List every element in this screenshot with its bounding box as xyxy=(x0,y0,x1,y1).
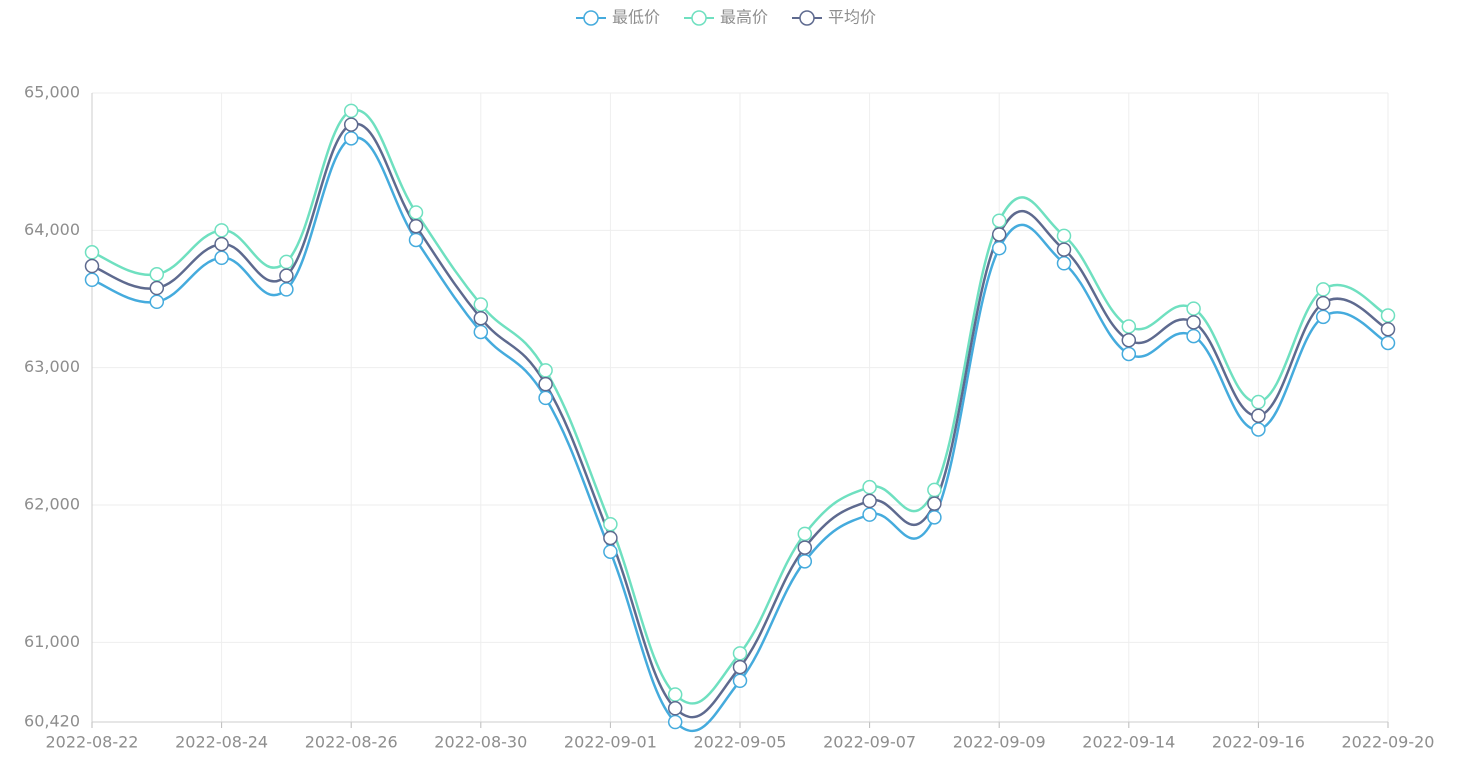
legend-icon xyxy=(691,10,707,26)
point xyxy=(1315,295,1331,311)
point xyxy=(1186,328,1201,344)
legend-label: 最高价 xyxy=(720,8,768,27)
point xyxy=(1315,309,1331,325)
y-tick-label: 63,000 xyxy=(24,357,80,376)
point xyxy=(991,240,1007,256)
x-tick-label: 2022-08-30 xyxy=(434,733,527,752)
point xyxy=(927,496,942,511)
point xyxy=(473,297,489,312)
series-line xyxy=(91,122,1389,719)
x-tick-label: 2022-09-07 xyxy=(823,733,916,752)
point xyxy=(408,205,424,220)
point xyxy=(991,213,1007,228)
legend-label: 最低价 xyxy=(612,8,660,27)
point xyxy=(797,526,813,542)
point xyxy=(279,254,294,270)
point xyxy=(1186,301,1201,316)
y-tick-label: 64,000 xyxy=(24,220,80,239)
point xyxy=(1056,228,1072,244)
x-tick-label: 2022-09-20 xyxy=(1342,733,1435,752)
point xyxy=(862,507,877,522)
x-tick-label: 2022-08-26 xyxy=(305,733,398,752)
y-tick-label: 65,000 xyxy=(24,83,80,102)
point xyxy=(149,280,165,296)
point xyxy=(797,540,813,555)
point xyxy=(343,131,359,146)
point xyxy=(667,687,683,702)
legend-label: 平均价 xyxy=(828,8,876,27)
point xyxy=(1380,335,1396,351)
point xyxy=(927,510,942,525)
point xyxy=(84,258,100,274)
x-tick-label: 2022-09-05 xyxy=(694,733,787,752)
point xyxy=(862,493,877,509)
point xyxy=(1056,242,1072,257)
point xyxy=(732,673,748,689)
point xyxy=(408,218,424,234)
point xyxy=(1251,422,1266,437)
point xyxy=(1056,256,1072,271)
point xyxy=(797,554,813,569)
point xyxy=(862,479,877,495)
series-line xyxy=(91,136,1389,733)
legend-icon xyxy=(799,10,815,26)
point xyxy=(538,376,553,392)
point xyxy=(1121,346,1137,362)
point xyxy=(603,516,618,532)
point xyxy=(408,232,424,248)
point xyxy=(473,310,489,326)
point xyxy=(1251,394,1266,410)
x-tick-label: 2022-08-22 xyxy=(46,733,139,752)
point xyxy=(1251,408,1266,423)
point xyxy=(603,530,618,546)
point xyxy=(343,103,359,119)
x-tick-label: 2022-08-24 xyxy=(175,733,268,752)
y-tick-label: 61,000 xyxy=(24,632,80,651)
point xyxy=(732,659,748,675)
point xyxy=(279,268,294,283)
point xyxy=(149,294,165,310)
x-tick-label: 2022-09-16 xyxy=(1212,733,1305,752)
point xyxy=(214,236,229,252)
x-tick-label: 2022-09-14 xyxy=(1082,733,1175,752)
y-tick-label: 60,420 xyxy=(24,712,80,731)
point xyxy=(603,544,618,559)
point xyxy=(667,701,683,716)
y-tick-label: 62,000 xyxy=(24,495,80,514)
point xyxy=(1121,319,1137,334)
point xyxy=(279,282,294,297)
point xyxy=(473,324,489,340)
point xyxy=(1380,321,1396,337)
x-tick-label: 2022-09-09 xyxy=(953,733,1046,752)
point xyxy=(1186,315,1201,330)
point xyxy=(214,223,229,238)
point xyxy=(1121,332,1137,348)
point xyxy=(991,227,1007,242)
point xyxy=(667,714,683,730)
point xyxy=(343,117,359,132)
series-line xyxy=(91,108,1389,705)
point xyxy=(84,272,100,288)
point xyxy=(1380,308,1396,323)
point xyxy=(1315,282,1331,297)
point xyxy=(538,390,553,406)
point xyxy=(538,363,553,378)
point xyxy=(84,245,100,260)
x-tick-label: 2022-09-01 xyxy=(564,733,657,752)
point xyxy=(732,646,748,661)
point xyxy=(149,267,165,282)
point xyxy=(927,482,942,498)
legend-icon xyxy=(583,10,599,26)
point xyxy=(214,250,229,266)
